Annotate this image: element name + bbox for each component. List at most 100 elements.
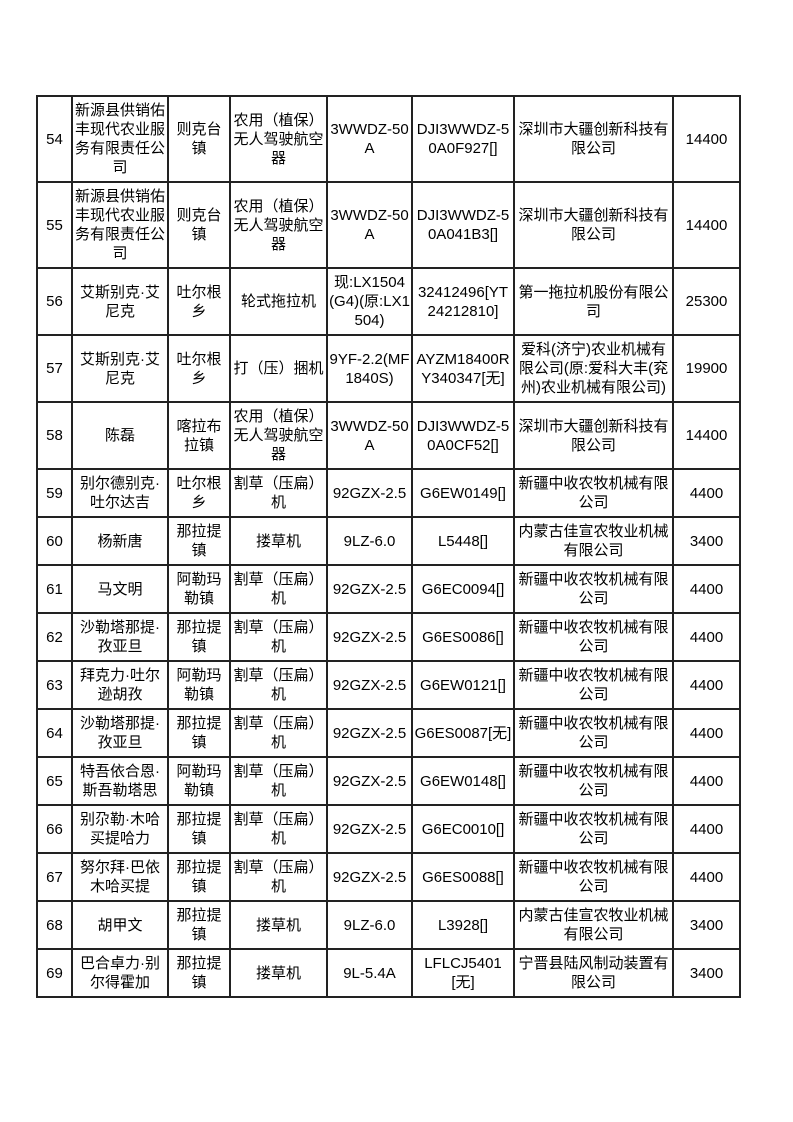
cell-row-number: 67 <box>36 852 73 902</box>
table-row: 58 陈磊 喀拉布拉镇 农用（植保）无人驾驶航空器 3WWDZ-50A DJI3… <box>36 401 741 470</box>
cell-model: 9L-5.4A <box>326 948 413 998</box>
table-row: 62 沙勒塔那提·孜亚旦 那拉提镇 割草（压扁）机 92GZX-2.5 G6ES… <box>36 612 741 662</box>
cell-town: 那拉提镇 <box>167 516 231 566</box>
cell-serial-number: G6EC0010[] <box>411 804 515 854</box>
cell-row-number: 62 <box>36 612 73 662</box>
cell-serial-number: G6ES0086[] <box>411 612 515 662</box>
cell-serial-number: G6EW0148[] <box>411 756 515 806</box>
cell-subsidy-amount: 4400 <box>672 612 741 662</box>
cell-serial-number: G6EW0149[] <box>411 468 515 518</box>
cell-model: 92GZX-2.5 <box>326 804 413 854</box>
cell-machine-type: 割草（压扁）机 <box>229 708 328 758</box>
cell-purchaser-name: 新源县供销佑丰现代农业服务有限责任公司 <box>71 181 169 269</box>
cell-row-number: 65 <box>36 756 73 806</box>
cell-purchaser-name: 特吾依合恩·斯吾勒塔思 <box>71 756 169 806</box>
cell-subsidy-amount: 4400 <box>672 468 741 518</box>
cell-row-number: 68 <box>36 900 73 950</box>
table-row: 65 特吾依合恩·斯吾勒塔思 阿勒玛勒镇 割草（压扁）机 92GZX-2.5 G… <box>36 756 741 806</box>
table-row: 54 新源县供销佑丰现代农业服务有限责任公司 则克台镇 农用（植保）无人驾驶航空… <box>36 95 741 183</box>
cell-machine-type: 轮式拖拉机 <box>229 267 328 336</box>
cell-manufacturer: 新疆中收农牧机械有限公司 <box>513 804 674 854</box>
cell-town: 阿勒玛勒镇 <box>167 756 231 806</box>
cell-manufacturer: 深圳市大疆创新科技有限公司 <box>513 181 674 269</box>
cell-town: 那拉提镇 <box>167 900 231 950</box>
cell-row-number: 58 <box>36 401 73 470</box>
cell-manufacturer: 宁晋县陆风制动装置有限公司 <box>513 948 674 998</box>
cell-machine-type: 割草（压扁）机 <box>229 612 328 662</box>
table-row: 63 拜克力·吐尔逊胡孜 阿勒玛勒镇 割草（压扁）机 92GZX-2.5 G6E… <box>36 660 741 710</box>
cell-purchaser-name: 沙勒塔那提·孜亚旦 <box>71 708 169 758</box>
cell-machine-type: 割草（压扁）机 <box>229 852 328 902</box>
table-row: 61 马文明 阿勒玛勒镇 割草（压扁）机 92GZX-2.5 G6EC0094[… <box>36 564 741 614</box>
cell-purchaser-name: 努尔拜·巴依木哈买提 <box>71 852 169 902</box>
table-row: 55 新源县供销佑丰现代农业服务有限责任公司 则克台镇 农用（植保）无人驾驶航空… <box>36 181 741 269</box>
cell-subsidy-amount: 4400 <box>672 756 741 806</box>
cell-town: 那拉提镇 <box>167 804 231 854</box>
cell-machine-type: 搂草机 <box>229 516 328 566</box>
cell-subsidy-amount: 14400 <box>672 95 741 183</box>
table-row: 57 艾斯别克·艾尼克 吐尔根乡 打（压）捆机 9YF-2.2(MF1840S)… <box>36 334 741 403</box>
cell-machine-type: 打（压）捆机 <box>229 334 328 403</box>
cell-machine-type: 搂草机 <box>229 900 328 950</box>
cell-model: 9LZ-6.0 <box>326 516 413 566</box>
cell-subsidy-amount: 4400 <box>672 660 741 710</box>
cell-model: 92GZX-2.5 <box>326 756 413 806</box>
cell-row-number: 59 <box>36 468 73 518</box>
cell-serial-number: DJI3WWDZ-50A041B3[] <box>411 181 515 269</box>
cell-model: 92GZX-2.5 <box>326 564 413 614</box>
cell-subsidy-amount: 4400 <box>672 564 741 614</box>
cell-town: 那拉提镇 <box>167 612 231 662</box>
cell-machine-type: 割草（压扁）机 <box>229 804 328 854</box>
cell-town: 阿勒玛勒镇 <box>167 564 231 614</box>
cell-subsidy-amount: 14400 <box>672 401 741 470</box>
cell-machine-type: 农用（植保）无人驾驶航空器 <box>229 181 328 269</box>
cell-purchaser-name: 沙勒塔那提·孜亚旦 <box>71 612 169 662</box>
cell-machine-type: 割草（压扁）机 <box>229 756 328 806</box>
cell-purchaser-name: 拜克力·吐尔逊胡孜 <box>71 660 169 710</box>
cell-subsidy-amount: 3400 <box>672 948 741 998</box>
cell-town: 那拉提镇 <box>167 948 231 998</box>
cell-row-number: 61 <box>36 564 73 614</box>
cell-town: 则克台镇 <box>167 181 231 269</box>
cell-purchaser-name: 艾斯别克·艾尼克 <box>71 267 169 336</box>
cell-purchaser-name: 巴合卓力·别尔得霍加 <box>71 948 169 998</box>
cell-purchaser-name: 新源县供销佑丰现代农业服务有限责任公司 <box>71 95 169 183</box>
cell-manufacturer: 深圳市大疆创新科技有限公司 <box>513 401 674 470</box>
cell-purchaser-name: 别尔德别克·吐尔达吉 <box>71 468 169 518</box>
cell-model: 现:LX1504(G4)(原:LX1504) <box>326 267 413 336</box>
cell-purchaser-name: 陈磊 <box>71 401 169 470</box>
cell-row-number: 57 <box>36 334 73 403</box>
cell-machine-type: 农用（植保）无人驾驶航空器 <box>229 401 328 470</box>
cell-machine-type: 搂草机 <box>229 948 328 998</box>
cell-row-number: 54 <box>36 95 73 183</box>
cell-subsidy-amount: 14400 <box>672 181 741 269</box>
cell-purchaser-name: 别尕勒·木哈买提哈力 <box>71 804 169 854</box>
cell-serial-number: DJI3WWDZ-50A0F927[] <box>411 95 515 183</box>
cell-serial-number: G6ES0088[] <box>411 852 515 902</box>
cell-manufacturer: 新疆中收农牧机械有限公司 <box>513 612 674 662</box>
table-row: 60 杨新唐 那拉提镇 搂草机 9LZ-6.0 L5448[] 内蒙古佳宣农牧业… <box>36 516 741 566</box>
cell-machine-type: 割草（压扁）机 <box>229 660 328 710</box>
table-row: 59 别尔德别克·吐尔达吉 吐尔根乡 割草（压扁）机 92GZX-2.5 G6E… <box>36 468 741 518</box>
cell-serial-number: L5448[] <box>411 516 515 566</box>
cell-row-number: 66 <box>36 804 73 854</box>
cell-serial-number: G6EC0094[] <box>411 564 515 614</box>
cell-manufacturer: 新疆中收农牧机械有限公司 <box>513 708 674 758</box>
cell-town: 吐尔根乡 <box>167 468 231 518</box>
cell-row-number: 64 <box>36 708 73 758</box>
cell-manufacturer: 内蒙古佳宣农牧业机械有限公司 <box>513 516 674 566</box>
cell-serial-number: LFLCJ5401[无] <box>411 948 515 998</box>
cell-subsidy-amount: 19900 <box>672 334 741 403</box>
table-row: 56 艾斯别克·艾尼克 吐尔根乡 轮式拖拉机 现:LX1504(G4)(原:LX… <box>36 267 741 336</box>
cell-manufacturer: 新疆中收农牧机械有限公司 <box>513 660 674 710</box>
cell-subsidy-amount: 4400 <box>672 708 741 758</box>
cell-manufacturer: 深圳市大疆创新科技有限公司 <box>513 95 674 183</box>
cell-serial-number: G6EW0121[] <box>411 660 515 710</box>
table-row: 67 努尔拜·巴依木哈买提 那拉提镇 割草（压扁）机 92GZX-2.5 G6E… <box>36 852 741 902</box>
table-row: 64 沙勒塔那提·孜亚旦 那拉提镇 割草（压扁）机 92GZX-2.5 G6ES… <box>36 708 741 758</box>
cell-subsidy-amount: 4400 <box>672 804 741 854</box>
cell-model: 3WWDZ-50A <box>326 181 413 269</box>
table-row: 68 胡甲文 那拉提镇 搂草机 9LZ-6.0 L3928[] 内蒙古佳宣农牧业… <box>36 900 741 950</box>
cell-manufacturer: 内蒙古佳宣农牧业机械有限公司 <box>513 900 674 950</box>
